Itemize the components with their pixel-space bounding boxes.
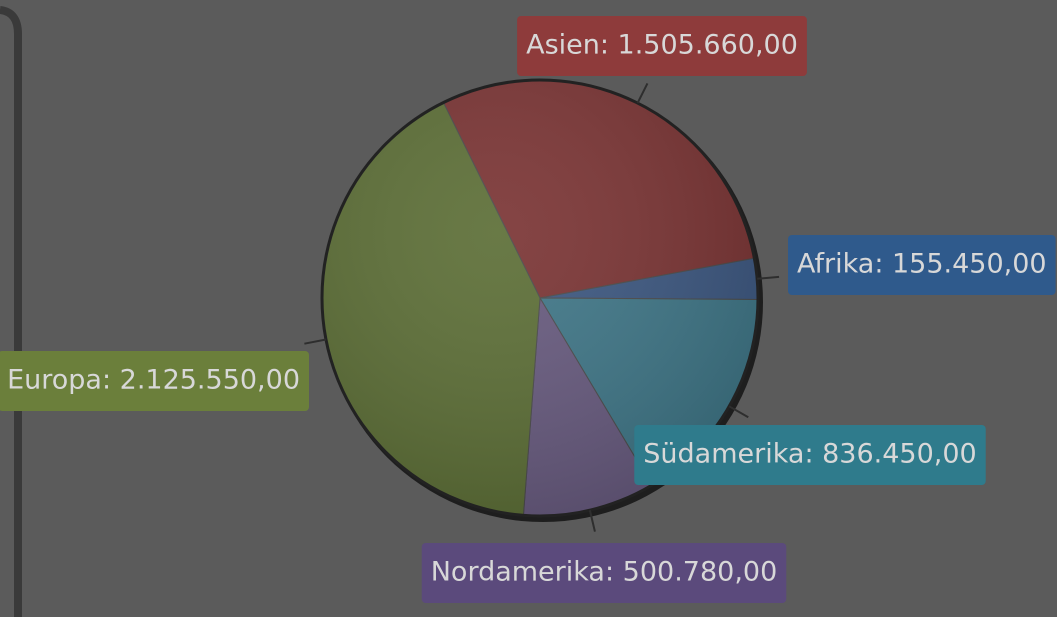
label-box: [0, 351, 309, 411]
label-box: [517, 16, 807, 76]
label-box: [421, 543, 787, 603]
label-box: [634, 425, 986, 485]
leader-line: [636, 82, 649, 104]
data-label: Nordamerika: 500.780,00: [431, 557, 778, 588]
label-box: [788, 235, 1056, 295]
pie-shine: [320, 78, 760, 518]
data-label: Südamerika: 836.450,00: [643, 439, 976, 470]
data-labels: Asien: 1.505.660,00 Afrika: 155.450,00 Süd…: [0, 16, 1056, 603]
pie: [320, 78, 763, 522]
data-label: Europa: 2.125.550,00: [7, 365, 300, 396]
panel-border: [0, 6, 22, 617]
leader-line: [588, 509, 596, 532]
leader-line: [304, 338, 327, 345]
data-label: Asien: 1.505.660,00: [526, 30, 798, 61]
data-label: Afrika: 155.450,00: [797, 249, 1047, 280]
leader-line: [757, 275, 780, 280]
leader-line: [728, 405, 749, 419]
